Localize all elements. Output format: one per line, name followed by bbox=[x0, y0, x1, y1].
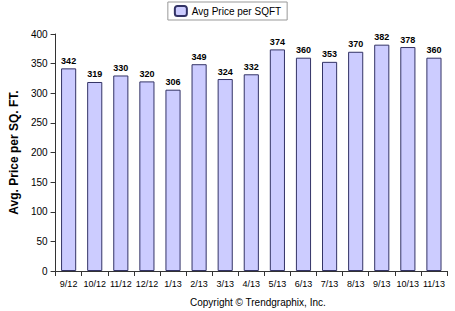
svg-text:6/13: 6/13 bbox=[295, 279, 313, 289]
svg-text:353: 353 bbox=[322, 49, 337, 59]
svg-text:374: 374 bbox=[270, 37, 285, 47]
svg-text:0: 0 bbox=[42, 266, 48, 277]
svg-text:11/12: 11/12 bbox=[110, 279, 132, 289]
svg-text:Copyright © Trendgraphix, Inc.: Copyright © Trendgraphix, Inc. bbox=[190, 297, 326, 308]
svg-text:324: 324 bbox=[218, 67, 233, 77]
svg-text:382: 382 bbox=[374, 32, 389, 42]
svg-text:9/13: 9/13 bbox=[373, 279, 391, 289]
svg-text:11/13: 11/13 bbox=[423, 279, 445, 289]
svg-text:378: 378 bbox=[400, 35, 415, 45]
svg-text:150: 150 bbox=[31, 177, 48, 188]
svg-text:330: 330 bbox=[113, 63, 128, 73]
svg-text:10/12: 10/12 bbox=[83, 279, 106, 289]
svg-text:3/13: 3/13 bbox=[216, 279, 234, 289]
svg-text:370: 370 bbox=[348, 39, 363, 49]
svg-text:360: 360 bbox=[296, 45, 311, 55]
svg-text:12/12: 12/12 bbox=[136, 279, 159, 289]
svg-text:306: 306 bbox=[165, 77, 180, 87]
svg-text:342: 342 bbox=[61, 56, 76, 66]
svg-text:8/13: 8/13 bbox=[347, 279, 365, 289]
svg-text:360: 360 bbox=[426, 45, 441, 55]
svg-text:2/13: 2/13 bbox=[190, 279, 208, 289]
svg-text:350: 350 bbox=[31, 58, 48, 69]
svg-text:400: 400 bbox=[31, 29, 48, 40]
svg-text:319: 319 bbox=[87, 69, 102, 79]
svg-text:300: 300 bbox=[31, 88, 48, 99]
svg-text:7/13: 7/13 bbox=[321, 279, 339, 289]
svg-text:5/13: 5/13 bbox=[269, 279, 287, 289]
svg-text:Avg. Price per SQ. FT.: Avg. Price per SQ. FT. bbox=[7, 90, 21, 214]
svg-text:9/12: 9/12 bbox=[60, 279, 78, 289]
svg-text:250: 250 bbox=[31, 117, 48, 128]
svg-text:1/13: 1/13 bbox=[164, 279, 182, 289]
svg-text:4/13: 4/13 bbox=[243, 279, 261, 289]
svg-text:100: 100 bbox=[31, 206, 48, 217]
svg-text:349: 349 bbox=[192, 52, 207, 62]
svg-text:10/13: 10/13 bbox=[397, 279, 420, 289]
svg-text:332: 332 bbox=[244, 62, 259, 72]
svg-text:320: 320 bbox=[139, 69, 154, 79]
svg-text:200: 200 bbox=[31, 147, 48, 158]
svg-text:50: 50 bbox=[36, 236, 48, 247]
svg-text:Avg Price per SQFT: Avg Price per SQFT bbox=[192, 6, 281, 17]
